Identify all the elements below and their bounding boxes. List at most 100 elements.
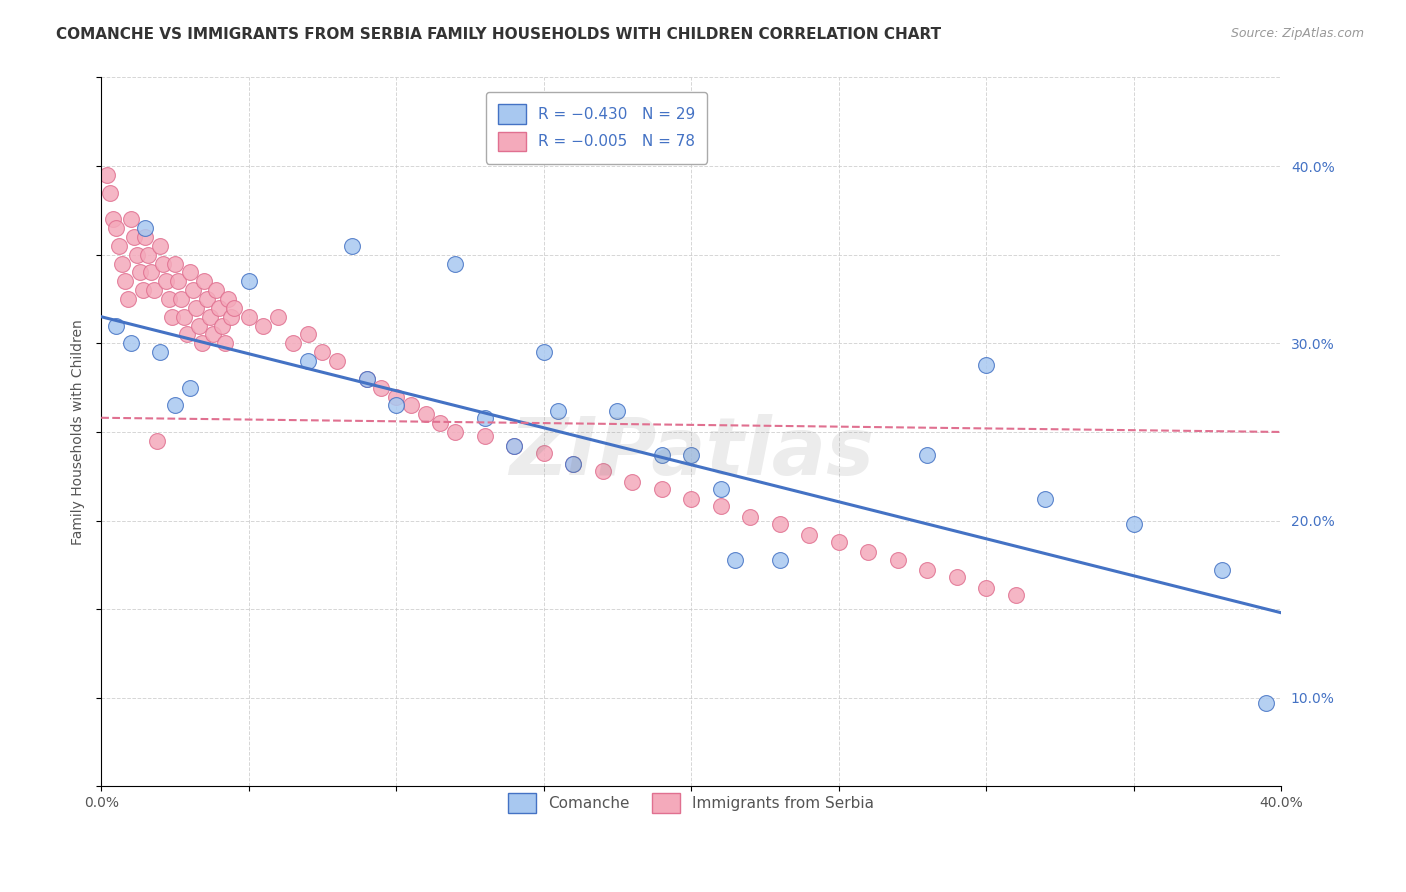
Point: [1211, 563, 1233, 577]
Point: [326, 354, 349, 368]
Point: [1122, 517, 1144, 532]
Point: [340, 239, 363, 253]
Legend: Comanche, Immigrants from Serbia: Comanche, Immigrants from Serbia: [496, 780, 886, 825]
Point: [562, 457, 585, 471]
Point: [184, 301, 207, 315]
Point: [181, 283, 204, 297]
Point: [238, 310, 260, 324]
Point: [503, 439, 526, 453]
Point: [974, 581, 997, 595]
Y-axis label: Family Households with Children: Family Households with Children: [72, 319, 86, 545]
Point: [886, 552, 908, 566]
Point: [128, 265, 150, 279]
Point: [170, 292, 193, 306]
Point: [1033, 492, 1056, 507]
Point: [122, 230, 145, 244]
Point: [297, 327, 319, 342]
Point: [651, 482, 673, 496]
Point: [197, 292, 219, 306]
Point: [149, 345, 172, 359]
Point: [117, 292, 139, 306]
Point: [769, 517, 792, 532]
Point: [176, 327, 198, 342]
Point: [120, 336, 142, 351]
Point: [114, 274, 136, 288]
Point: [651, 448, 673, 462]
Point: [155, 274, 177, 288]
Point: [167, 274, 190, 288]
Point: [222, 301, 245, 315]
Point: [143, 283, 166, 297]
Point: [828, 534, 851, 549]
Point: [146, 434, 169, 448]
Point: [219, 310, 242, 324]
Point: [193, 274, 215, 288]
Point: [606, 403, 628, 417]
Point: [238, 274, 260, 288]
Point: [104, 221, 127, 235]
Point: [131, 283, 153, 297]
Point: [101, 212, 124, 227]
Point: [444, 425, 467, 439]
Point: [160, 310, 183, 324]
Point: [356, 372, 378, 386]
Point: [856, 545, 879, 559]
Point: [415, 407, 437, 421]
Point: [297, 354, 319, 368]
Point: [370, 381, 392, 395]
Point: [621, 475, 644, 489]
Text: Source: ZipAtlas.com: Source: ZipAtlas.com: [1230, 27, 1364, 40]
Point: [974, 358, 997, 372]
Point: [429, 416, 451, 430]
Text: ZIPatlas: ZIPatlas: [509, 414, 873, 492]
Point: [187, 318, 209, 333]
Point: [945, 570, 967, 584]
Point: [710, 500, 733, 514]
Point: [152, 256, 174, 270]
Point: [740, 510, 762, 524]
Point: [163, 256, 186, 270]
Point: [108, 239, 131, 253]
Text: COMANCHE VS IMMIGRANTS FROM SERBIA FAMILY HOUSEHOLDS WITH CHILDREN CORRELATION C: COMANCHE VS IMMIGRANTS FROM SERBIA FAMIL…: [56, 27, 942, 42]
Point: [267, 310, 290, 324]
Point: [562, 457, 585, 471]
Point: [190, 336, 212, 351]
Point: [252, 318, 274, 333]
Point: [120, 212, 142, 227]
Point: [385, 398, 408, 412]
Point: [444, 256, 467, 270]
Point: [96, 168, 118, 182]
Point: [202, 327, 225, 342]
Point: [205, 283, 228, 297]
Point: [111, 256, 134, 270]
Point: [141, 265, 163, 279]
Point: [208, 301, 231, 315]
Point: [799, 528, 821, 542]
Point: [724, 552, 747, 566]
Point: [474, 428, 496, 442]
Point: [163, 398, 186, 412]
Point: [200, 310, 222, 324]
Point: [211, 318, 233, 333]
Point: [503, 439, 526, 453]
Point: [592, 464, 614, 478]
Point: [1004, 588, 1026, 602]
Point: [125, 248, 148, 262]
Point: [547, 403, 569, 417]
Point: [134, 221, 156, 235]
Point: [149, 239, 172, 253]
Point: [104, 318, 127, 333]
Point: [356, 372, 378, 386]
Point: [915, 563, 938, 577]
Point: [533, 446, 555, 460]
Point: [681, 448, 703, 462]
Point: [179, 265, 201, 279]
Point: [173, 310, 195, 324]
Point: [533, 345, 555, 359]
Point: [385, 390, 408, 404]
Point: [681, 492, 703, 507]
Point: [138, 248, 160, 262]
Point: [710, 482, 733, 496]
Point: [157, 292, 180, 306]
Point: [217, 292, 239, 306]
